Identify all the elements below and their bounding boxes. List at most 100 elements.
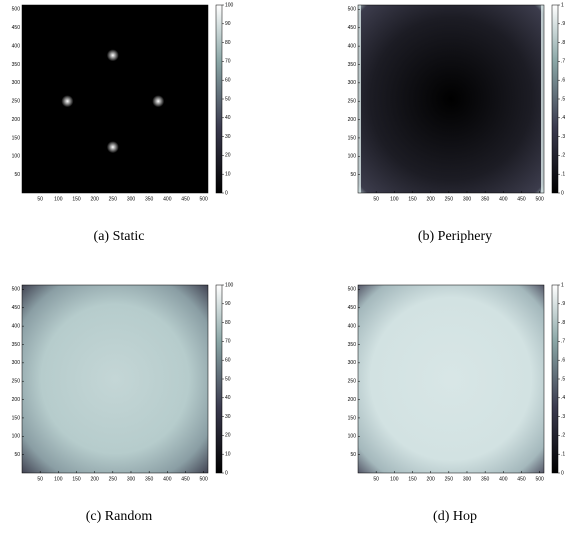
x-tick-label: 450 — [181, 476, 190, 482]
x-tick-label: 300 — [463, 476, 472, 482]
hot-spot — [61, 95, 74, 108]
y-tick-label: 500 — [348, 287, 357, 293]
x-tick-label: 500 — [535, 196, 544, 202]
colorbar-tick-label: .1 — [561, 452, 565, 458]
y-tick-label: 300 — [348, 360, 357, 366]
colorbar-tick-label: .7 — [561, 339, 565, 345]
y-tick-label: 450 — [348, 305, 357, 311]
heatmap-image — [358, 285, 544, 473]
x-tick-label: 350 — [145, 196, 154, 202]
y-tick-label: 500 — [12, 287, 21, 293]
colorbar-tick-label: 20 — [225, 433, 231, 439]
colorbar-tick-label: 90 — [225, 21, 231, 27]
y-tick-label: 300 — [12, 80, 21, 86]
y-tick-label: 150 — [348, 415, 357, 421]
colorbar-tick-label: .8 — [561, 40, 565, 46]
y-tick-label: 200 — [348, 117, 357, 123]
x-tick-label: 250 — [445, 476, 454, 482]
x-tick-label: 400 — [499, 196, 508, 202]
colorbar-tick-label: .2 — [561, 433, 565, 439]
x-tick-label: 100 — [390, 196, 399, 202]
colorbar-tick-label: 80 — [225, 40, 231, 46]
colorbar-tick-label: 30 — [225, 414, 231, 420]
colorbar-tick-label: 0 — [561, 190, 564, 196]
y-tick-label: 50 — [14, 452, 20, 458]
colorbar-tick-label: 1 — [561, 282, 564, 288]
x-tick-label: 400 — [499, 476, 508, 482]
y-tick-label: 50 — [350, 172, 356, 178]
y-tick-label: 150 — [348, 135, 357, 141]
colorbar-tick-label: 50 — [225, 376, 231, 382]
x-tick-label: 500 — [535, 476, 544, 482]
colorbar-tick-label: .3 — [561, 414, 565, 420]
colorbar-tick-label: 0 — [225, 190, 228, 196]
colorbar-tick-label: 40 — [225, 395, 231, 401]
x-tick-label: 500 — [199, 196, 208, 202]
y-tick-label: 200 — [12, 397, 21, 403]
colorbar-tick-label: 10 — [225, 172, 231, 178]
colorbar — [215, 4, 223, 194]
colorbar-tick-label: 90 — [225, 301, 231, 307]
y-tick-label: 300 — [348, 80, 357, 86]
y-tick-label: 50 — [14, 172, 20, 178]
caption: (b) Periphery — [418, 229, 492, 244]
plot-frame — [21, 284, 209, 474]
caption: (d) Hop — [433, 509, 477, 524]
y-tick-label: 450 — [12, 305, 21, 311]
x-tick-label: 350 — [145, 476, 154, 482]
x-tick-label: 450 — [181, 196, 190, 202]
y-tick-label: 200 — [12, 117, 21, 123]
colorbar-tick-label: .3 — [561, 134, 565, 140]
x-tick-label: 100 — [54, 196, 63, 202]
x-tick-label: 250 — [109, 196, 118, 202]
colorbar-tick-label: .1 — [561, 172, 565, 178]
y-tick-label: 50 — [350, 452, 356, 458]
x-tick-label: 300 — [127, 476, 136, 482]
colorbar-tick-label: .4 — [561, 115, 565, 121]
colorbar-tick-label: 10 — [225, 452, 231, 458]
y-tick-label: 100 — [348, 434, 357, 440]
y-tick-label: 350 — [348, 342, 357, 348]
colorbar-tick-label: .8 — [561, 320, 565, 326]
y-tick-label: 150 — [12, 415, 21, 421]
plot-frame — [357, 284, 545, 474]
y-tick-label: 250 — [348, 99, 357, 105]
x-tick-label: 200 — [426, 196, 435, 202]
colorbar-tick-label: .4 — [561, 395, 565, 401]
x-tick-label: 250 — [445, 196, 454, 202]
caption: (c) Random — [86, 509, 153, 524]
x-tick-label: 500 — [199, 476, 208, 482]
hot-spot — [152, 95, 165, 108]
colorbar-tick-label: 0 — [561, 470, 564, 476]
colorbar-tick-label: 70 — [225, 339, 231, 345]
x-tick-label: 300 — [463, 196, 472, 202]
y-tick-label: 400 — [348, 323, 357, 329]
y-tick-label: 450 — [348, 25, 357, 31]
y-tick-label: 250 — [12, 99, 21, 105]
y-tick-label: 350 — [12, 62, 21, 68]
colorbar-tick-label: .6 — [561, 358, 565, 364]
y-tick-label: 400 — [12, 323, 21, 329]
colorbar-tick-label: 50 — [225, 96, 231, 102]
x-tick-label: 200 — [426, 476, 435, 482]
x-tick-label: 150 — [72, 196, 81, 202]
colorbar-tick-label: .9 — [561, 301, 565, 307]
y-tick-label: 400 — [348, 43, 357, 49]
x-tick-label: 50 — [373, 196, 379, 202]
colorbar-tick-label: .5 — [561, 376, 565, 382]
x-tick-label: 400 — [163, 196, 172, 202]
colorbar-tick-label: 100 — [225, 282, 234, 288]
edge — [541, 5, 544, 193]
caption: (a) Static — [94, 229, 145, 244]
colorbar-tick-label: .9 — [561, 21, 565, 27]
plot-frame — [357, 4, 545, 194]
y-tick-label: 250 — [348, 379, 357, 385]
hot-spot — [106, 141, 119, 154]
colorbar-tick-label: 60 — [225, 78, 231, 84]
y-tick-label: 100 — [12, 434, 21, 440]
colorbar-tick-label: 30 — [225, 134, 231, 140]
y-tick-label: 100 — [12, 154, 21, 160]
x-tick-label: 100 — [54, 476, 63, 482]
x-tick-label: 450 — [517, 196, 526, 202]
heatmap-image — [22, 5, 208, 193]
